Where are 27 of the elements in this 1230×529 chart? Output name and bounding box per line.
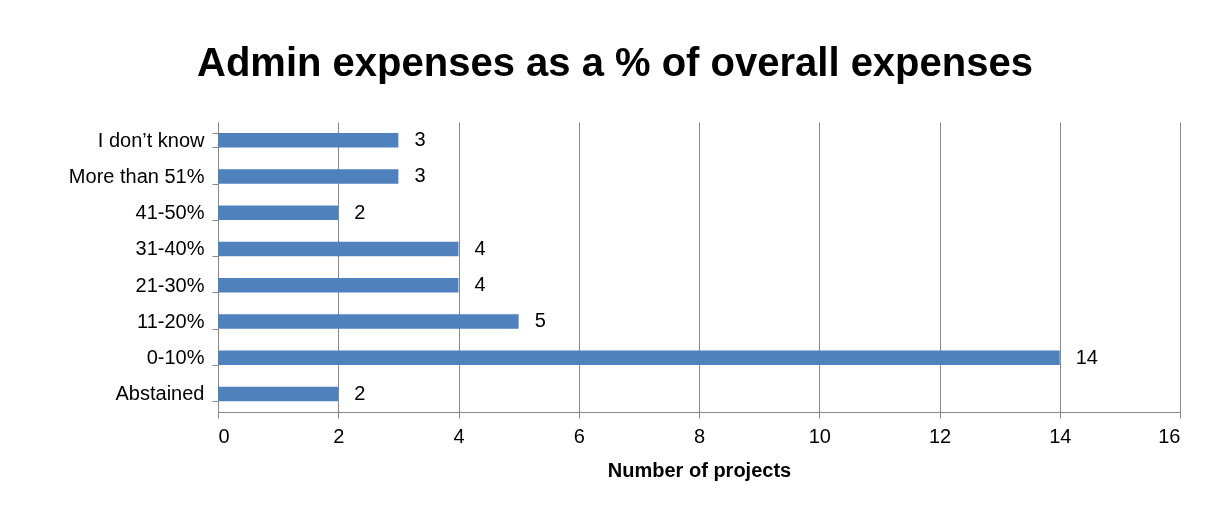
y-tick-label: More than 51% (68, 164, 205, 187)
y-tick-label: 21-30% (135, 273, 205, 296)
y-tick-label: 41-50% (135, 201, 205, 224)
x-tick-label: 16 (1158, 424, 1181, 447)
data-label: 5 (534, 309, 546, 332)
data-label: 3 (414, 128, 426, 151)
y-tick-label: 11-20% (137, 309, 205, 332)
data-label: 4 (474, 236, 486, 259)
x-tick-label: 10 (808, 424, 831, 447)
y-tick-label: 31-40% (135, 237, 205, 260)
x-tick-label: 2 (333, 424, 345, 447)
x-tick-label: 0 (218, 424, 230, 447)
data-label: 14 (1075, 345, 1098, 368)
y-tick-label: I don’t know (97, 128, 206, 151)
x-tick-label: 6 (573, 424, 585, 447)
data-label: 2 (354, 381, 366, 404)
x-tick-label: 8 (693, 424, 706, 447)
y-tick-label: 0-10% (146, 346, 205, 369)
data-label: 2 (354, 200, 366, 223)
chart-title: Admin expenses as a % of overall expenses (197, 40, 1033, 84)
x-axis-title: Number of projects (607, 458, 792, 481)
x-tick-label: 4 (453, 424, 465, 447)
x-tick-label: 12 (928, 424, 952, 447)
data-label: 3 (414, 164, 426, 187)
data-label: 4 (474, 273, 486, 296)
x-tick-label: 14 (1049, 424, 1072, 447)
y-tick-label: Abstained (115, 382, 205, 405)
